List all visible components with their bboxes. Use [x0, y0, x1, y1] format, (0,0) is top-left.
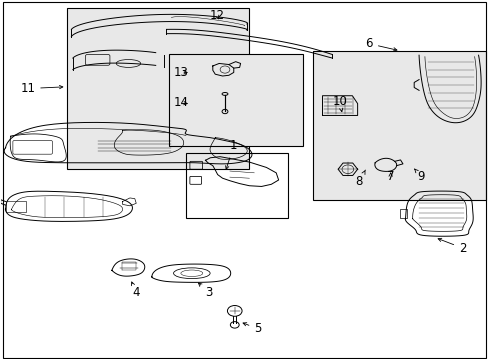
Text: 4: 4 [131, 282, 140, 300]
Text: 9: 9 [414, 169, 424, 183]
Text: 7: 7 [386, 170, 394, 183]
Text: 11: 11 [20, 82, 62, 95]
Bar [66, 8, 249, 169]
Bar [185, 153, 288, 218]
Bar [399, 209, 406, 218]
Text: 3: 3 [198, 283, 212, 300]
Text: 1: 1 [225, 139, 237, 169]
Text: 13: 13 [173, 66, 188, 79]
Bar [312, 51, 485, 200]
Text: 10: 10 [331, 95, 346, 112]
Text: 2: 2 [437, 238, 466, 255]
Text: 12: 12 [209, 9, 224, 22]
Text: 5: 5 [243, 322, 261, 335]
Text: 8: 8 [355, 170, 365, 188]
Text: 14: 14 [173, 96, 188, 109]
Bar [5, 201, 26, 212]
Text: 6: 6 [365, 37, 396, 51]
Bar [168, 54, 303, 146]
